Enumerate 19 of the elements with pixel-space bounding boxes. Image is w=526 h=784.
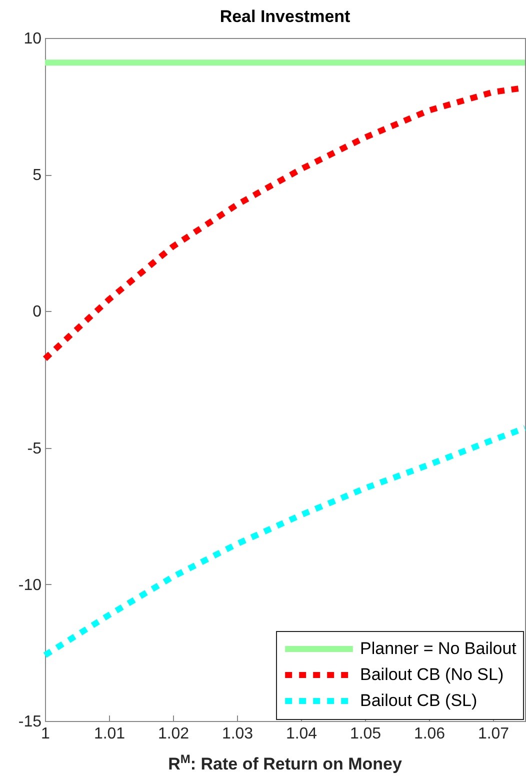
x-tick-label: 1.07	[478, 726, 510, 742]
y-tick-label: 0	[32, 304, 42, 321]
legend-label: Planner = No Bailout	[360, 639, 517, 658]
y-tick-label: 5	[32, 167, 42, 184]
x-tick-label: 1.05	[350, 726, 382, 742]
x-axis-title: R$^{M}$: Rate of Return on Money	[167, 752, 403, 775]
x-tick-label: 1.01	[94, 726, 126, 742]
x-tick-label: 1.04	[286, 726, 318, 742]
legend-label: Bailout CB (SL)	[360, 691, 478, 710]
y-tick-label: 10	[24, 30, 42, 48]
x-tick-label: 1.03	[222, 726, 254, 742]
chart-title: Real Investment	[220, 7, 351, 26]
x-tick-label: 1.06	[414, 726, 446, 742]
x-tick-label: 1.02	[158, 726, 190, 742]
y-tick-label: -5	[27, 440, 42, 458]
legend-label: Bailout CB (No SL)	[360, 665, 504, 684]
x-tick-label: 1	[41, 726, 50, 742]
y-tick-label: -10	[18, 576, 42, 594]
y-tick-label: -15	[18, 714, 42, 730]
